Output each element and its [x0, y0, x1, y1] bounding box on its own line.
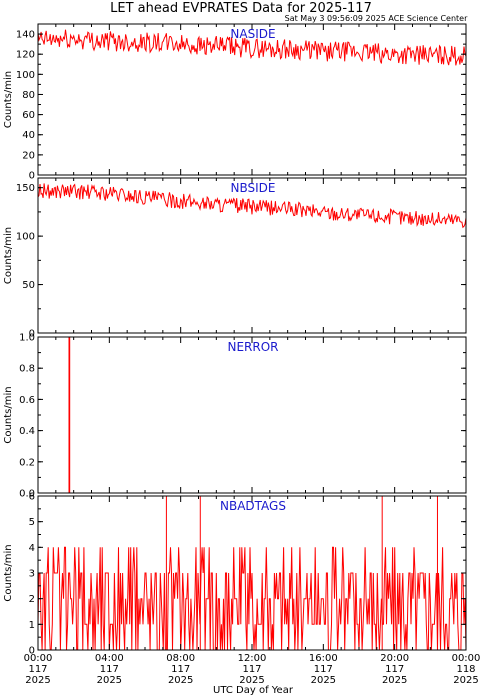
- y-tick-label: 150: [16, 183, 35, 194]
- chart-title: LET ahead EVPRATES Data for 2025-117: [110, 1, 372, 16]
- panel-nerror: 0.0 0.2 0.4 0.6 0.8 1.0 NERROR Counts/min: [3, 333, 467, 500]
- panel-nbside: 0 50 100 150 NBSIDE Counts/min: [3, 177, 467, 340]
- x-tick-label-time: 20:00: [380, 653, 409, 664]
- panel-title: NERROR: [227, 340, 278, 354]
- x-tick-label-doy: 117: [28, 664, 47, 675]
- x-axis: 00:00117202504:00117202508:00117202512:0…: [24, 653, 481, 686]
- chart-subtitle: Sat May 3 09:56:09 2025 ACE Science Cent…: [285, 14, 468, 23]
- y-axis-label: Counts/min: [3, 544, 14, 601]
- y-tick-label: 60: [22, 110, 35, 121]
- y-tick-label: 0.6: [19, 395, 35, 406]
- x-tick-label-year: 2025: [168, 675, 193, 686]
- x-tick-label-doy: 117: [171, 664, 190, 675]
- y-tick-label: 0: [29, 171, 35, 182]
- x-tick-label-year: 2025: [453, 675, 478, 686]
- panel-title: NBSIDE: [231, 181, 276, 195]
- y-tick-label: 1.0: [19, 333, 35, 344]
- x-tick-label-doy: 118: [456, 664, 475, 675]
- y-tick-label: 6: [29, 492, 35, 503]
- plot-frame: [37, 336, 467, 494]
- x-tick-label-year: 2025: [239, 675, 264, 686]
- y-tick-label: 80: [22, 90, 35, 101]
- x-tick-label-time: 16:00: [309, 653, 338, 664]
- x-tick-label-year: 2025: [382, 675, 407, 686]
- y-tick-label: 0: [29, 646, 35, 657]
- y-tick-label: 0: [29, 329, 35, 340]
- plot-frame: [37, 177, 467, 334]
- x-axis-label: UTC Day of Year: [213, 685, 294, 696]
- y-axis-label: Counts/min: [3, 386, 14, 443]
- y-tick-label: 1: [29, 620, 35, 631]
- series-line: [37, 546, 467, 651]
- y-axis-label: Counts/min: [3, 71, 14, 128]
- panel-title: NASIDE: [230, 27, 275, 41]
- x-tick-label-time: 08:00: [166, 653, 195, 664]
- x-tick-label-year: 2025: [25, 675, 50, 686]
- x-tick-label-doy: 117: [385, 664, 404, 675]
- panel-title: NBADTAGS: [220, 499, 286, 513]
- y-axis-label: Counts/min: [3, 227, 14, 284]
- y-tick-label: 0.0: [19, 489, 35, 500]
- x-tick-label-doy: 117: [242, 664, 261, 675]
- y-tick-label: 5: [29, 517, 35, 528]
- x-tick-label-time: 00:00: [452, 653, 481, 664]
- y-tick-label: 120: [16, 50, 35, 61]
- series-line: [38, 336, 466, 494]
- y-tick-label: 140: [16, 30, 35, 41]
- panel-naside: 0 20 40 60 80 100 120 140 NASIDE Counts/min: [3, 23, 467, 182]
- y-tick-label: 20: [22, 150, 35, 161]
- x-tick-label-doy: 117: [314, 664, 333, 675]
- y-tick-label: 40: [22, 130, 35, 141]
- y-tick-label: 0.2: [19, 457, 35, 468]
- y-tick-label: 0.4: [19, 426, 35, 437]
- x-tick-label-year: 2025: [97, 675, 122, 686]
- x-tick-label-time: 00:00: [24, 653, 53, 664]
- y-tick-label: 2: [29, 594, 35, 605]
- panel-nbadtags: 0 1 2 3 4 5 6 NBADTAGS Counts/min: [3, 492, 467, 657]
- series-line: [37, 29, 467, 66]
- x-tick-label-year: 2025: [311, 675, 336, 686]
- plot-frame: [37, 23, 467, 176]
- y-tick-label: 0.8: [19, 364, 35, 375]
- y-tick-label: 100: [16, 232, 35, 243]
- y-tick-label: 4: [29, 543, 35, 554]
- series-line: [37, 183, 467, 229]
- x-tick-label-time: 12:00: [238, 653, 267, 664]
- y-tick-label: 100: [16, 70, 35, 81]
- x-tick-label-time: 04:00: [95, 653, 124, 664]
- y-tick-label: 3: [29, 569, 35, 580]
- y-tick-label: 50: [22, 280, 35, 291]
- x-tick-label-doy: 117: [100, 664, 119, 675]
